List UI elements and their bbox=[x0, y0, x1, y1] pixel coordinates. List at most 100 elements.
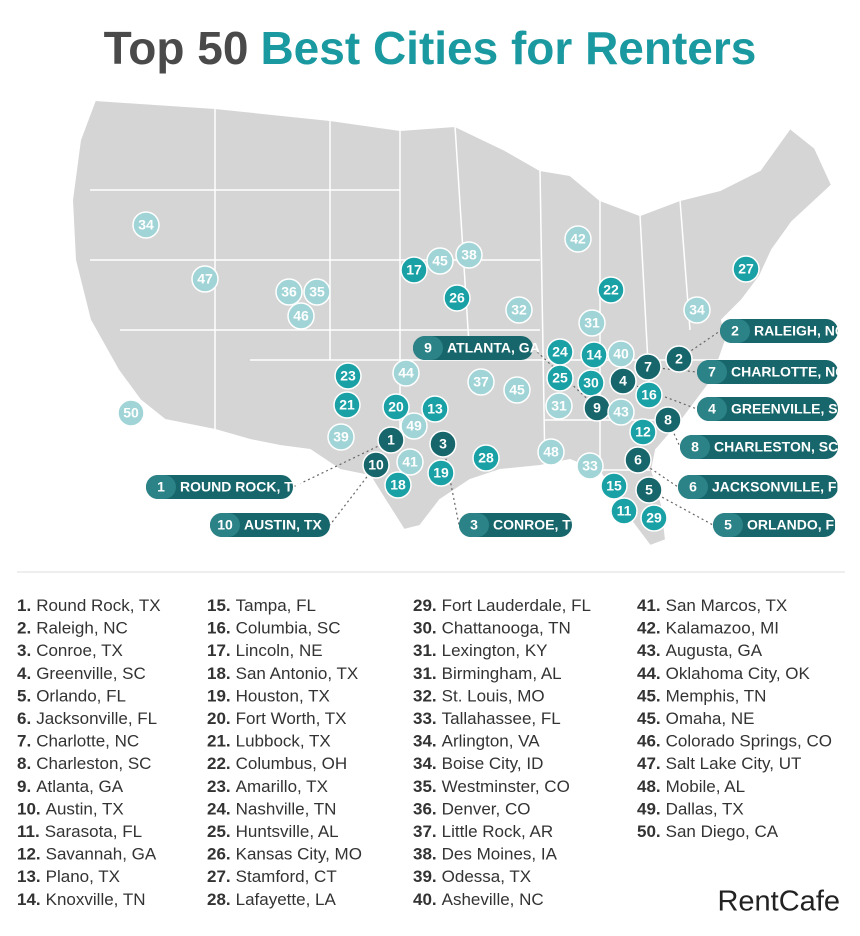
marker bbox=[654, 406, 682, 434]
marker-label: 15 bbox=[606, 478, 622, 494]
marker-label: 8 bbox=[664, 412, 672, 428]
list-rank: 12. bbox=[17, 845, 41, 864]
marker-label: 13 bbox=[427, 401, 443, 417]
list-entry: 14. Knoxville, TN bbox=[17, 890, 145, 909]
marker bbox=[683, 296, 711, 324]
list-name: Orlando, FL bbox=[36, 687, 126, 706]
list-rank: 3. bbox=[17, 642, 31, 661]
marker bbox=[443, 284, 471, 312]
marker bbox=[607, 398, 635, 426]
list-name: Atlanta, GA bbox=[36, 777, 124, 796]
list-name: Birmingham, AL bbox=[442, 664, 562, 683]
list-name: Kalamazoo, MI bbox=[666, 619, 779, 638]
callout-badge bbox=[210, 513, 240, 537]
marker-label: 39 bbox=[333, 429, 349, 445]
list-rank: 19. bbox=[207, 687, 231, 706]
list-entry: 1. Round Rock, TX bbox=[17, 596, 161, 615]
connector bbox=[442, 443, 460, 526]
marker-label: 29 bbox=[646, 510, 662, 526]
list-rank: 22. bbox=[207, 755, 231, 774]
list-name: Boise City, ID bbox=[442, 755, 544, 774]
list-name: Austin, TX bbox=[46, 800, 124, 819]
list-entry: 28. Lafayette, LA bbox=[207, 890, 336, 909]
list-name: Odessa, TX bbox=[442, 868, 531, 887]
marker bbox=[503, 376, 531, 404]
marker bbox=[546, 364, 574, 392]
list-rank: 18. bbox=[207, 664, 231, 683]
marker bbox=[537, 438, 565, 466]
list-rank: 48. bbox=[637, 777, 661, 796]
list-entry: 45. Omaha, NE bbox=[637, 709, 754, 728]
list-entry: 19. Houston, TX bbox=[207, 687, 330, 706]
list-name: Charleston, SC bbox=[36, 755, 151, 774]
callout-label: ROUND ROCK, TX bbox=[180, 479, 303, 495]
list-rank: 32. bbox=[413, 687, 437, 706]
marker bbox=[455, 241, 483, 269]
callout-pill bbox=[210, 513, 330, 537]
list-entry: 6. Jacksonville, FL bbox=[17, 709, 157, 728]
list-rank: 36. bbox=[413, 800, 437, 819]
callout-pill bbox=[713, 513, 836, 537]
marker-label: 31 bbox=[551, 398, 567, 414]
list-entry: 44. Oklahoma City, OK bbox=[637, 664, 811, 683]
list-entry: 48. Mobile, AL bbox=[637, 777, 745, 796]
callout-label: AUSTIN, TX bbox=[244, 517, 322, 533]
marker-label: 17 bbox=[406, 262, 422, 278]
list-rank: 43. bbox=[637, 642, 661, 661]
list-entry: 35. Westminster, CO bbox=[413, 777, 570, 796]
marker-label: 25 bbox=[552, 370, 568, 386]
list-name: Lexington, KY bbox=[442, 642, 548, 661]
brand-logo: RentCafe bbox=[717, 886, 840, 918]
list-entry: 37. Little Rock, AR bbox=[413, 822, 553, 841]
list-entry: 34. Arlington, VA bbox=[413, 732, 540, 751]
marker bbox=[665, 345, 693, 373]
marker-label: 48 bbox=[543, 444, 559, 460]
callout-badge bbox=[697, 397, 727, 421]
list-entry: 15. Tampa, FL bbox=[207, 596, 316, 615]
list-entry: 39. Odessa, TX bbox=[413, 868, 531, 887]
list-name: St. Louis, MO bbox=[442, 687, 545, 706]
callout-rank: 6 bbox=[689, 479, 697, 495]
marker bbox=[634, 353, 662, 381]
list-rank: 33. bbox=[413, 709, 437, 728]
marker-label: 27 bbox=[738, 261, 754, 277]
list-entry: 20. Fort Worth, TX bbox=[207, 709, 346, 728]
marker-label: 44 bbox=[398, 365, 414, 381]
callout-rank: 4 bbox=[708, 401, 716, 417]
marker bbox=[629, 418, 657, 446]
marker bbox=[635, 476, 663, 504]
list-entry: 26. Kansas City, MO bbox=[207, 845, 362, 864]
callout-badge bbox=[459, 513, 489, 537]
marker bbox=[640, 504, 668, 532]
marker bbox=[609, 367, 637, 395]
list-rank: 45. bbox=[637, 709, 661, 728]
list-entry: 24. Nashville, TN bbox=[207, 800, 336, 819]
list-name: Sarasota, FL bbox=[45, 822, 142, 841]
callout-badge bbox=[146, 475, 176, 499]
list-entry: 33. Tallahassee, FL bbox=[413, 709, 561, 728]
list-entry: 21. Lubbock, TX bbox=[207, 732, 331, 751]
list-entry: 36. Denver, CO bbox=[413, 800, 530, 819]
list-rank: 26. bbox=[207, 845, 231, 864]
marker-label: 6 bbox=[634, 452, 642, 468]
marker bbox=[334, 362, 362, 390]
list-rank: 14. bbox=[17, 890, 41, 909]
marker-label: 42 bbox=[570, 231, 586, 247]
callouts: 2 RALEIGH, NC 7 CHARLOTTE, NC 4 GREENVILLE, S… bbox=[146, 319, 848, 537]
list-name: Augusta, GA bbox=[666, 642, 763, 661]
marker-label: 41 bbox=[402, 454, 418, 470]
callout-pill bbox=[697, 360, 838, 384]
marker bbox=[382, 393, 410, 421]
marker bbox=[384, 471, 412, 499]
list-rank: 46. bbox=[637, 732, 661, 751]
list-name: Asheville, NC bbox=[442, 890, 544, 909]
marker bbox=[132, 211, 160, 239]
marker bbox=[545, 392, 573, 420]
list-entry: 43. Augusta, GA bbox=[637, 642, 763, 661]
callout-label: RALEIGH, NC bbox=[754, 323, 845, 339]
ranking-list: 1. Round Rock, TX 2. Raleigh, NC 3. Conroe, T… bbox=[17, 596, 832, 909]
list-name: San Antonio, TX bbox=[236, 664, 359, 683]
callout-label: CHARLESTON, SC bbox=[714, 439, 838, 455]
